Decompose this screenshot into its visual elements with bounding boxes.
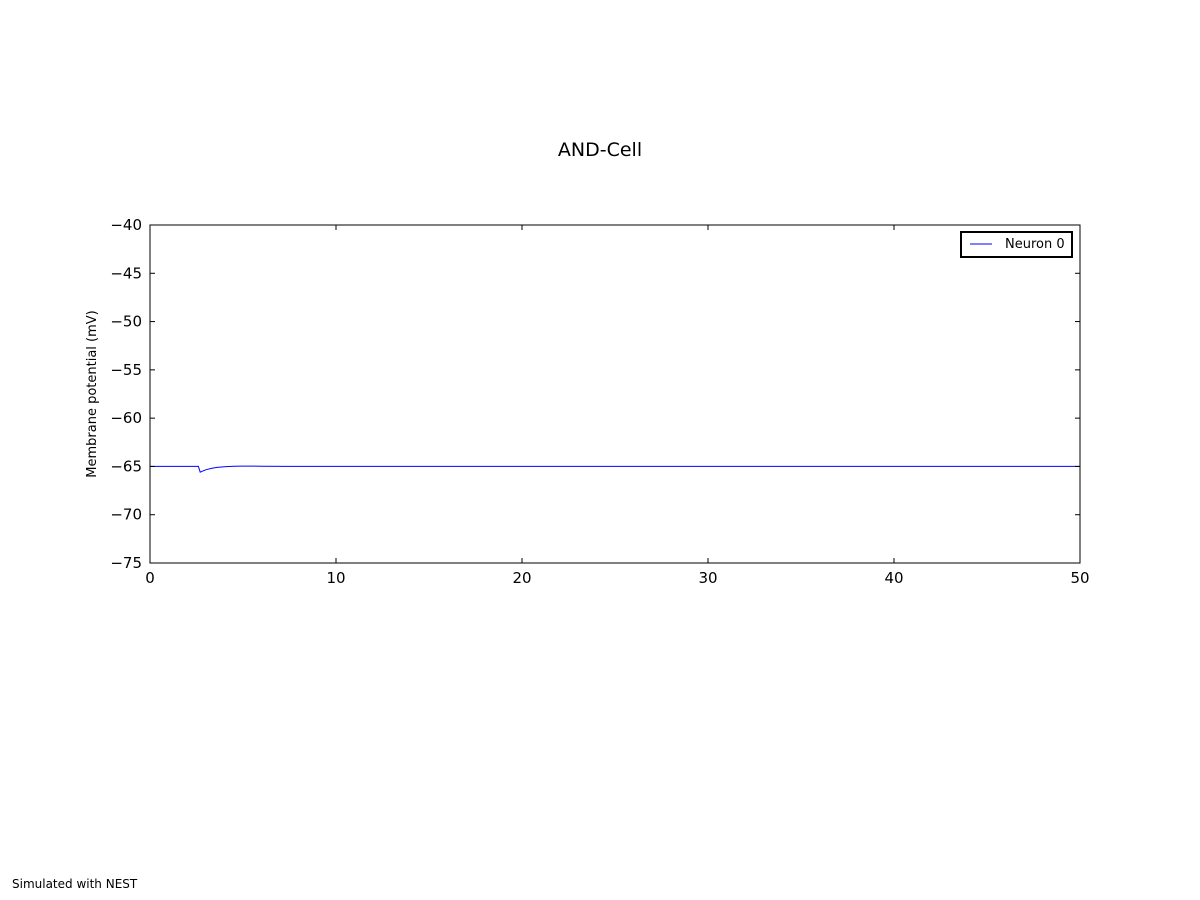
axis-ticks: 0 10 20 30 40 50 −40 −45 −50 −55 −60 −65 −70 −75 [110, 216, 1089, 587]
x-tick-label: 30 [698, 569, 717, 587]
axes-frame [149, 224, 1081, 564]
y-axis-label: Membrane potential (mV) [85, 310, 100, 477]
x-tick-label: 20 [512, 569, 531, 587]
x-tick-label: 50 [1070, 569, 1089, 587]
y-tick-label: −60 [110, 409, 142, 427]
y-tick-label: −75 [110, 554, 142, 572]
y-tick-label: −70 [110, 506, 142, 524]
chart-title: AND-Cell [558, 139, 642, 161]
y-tick-label: −45 [110, 264, 142, 282]
x-tick-label: 40 [884, 569, 903, 587]
x-tick-label: 10 [326, 569, 345, 587]
y-tick-label: −50 [110, 313, 142, 331]
plot-area [150, 465, 1080, 473]
y-tick-label: −65 [110, 457, 142, 475]
legend: Neuron 0 [960, 231, 1073, 258]
y-tick-label: −40 [110, 216, 142, 234]
y-tick-label: −55 [110, 361, 142, 379]
series-line-neuron-0 [150, 465, 1080, 473]
x-tick-label: 0 [145, 569, 155, 587]
legend-label: Neuron 0 [1005, 237, 1065, 252]
footer-credit: Simulated with NEST [12, 877, 138, 891]
